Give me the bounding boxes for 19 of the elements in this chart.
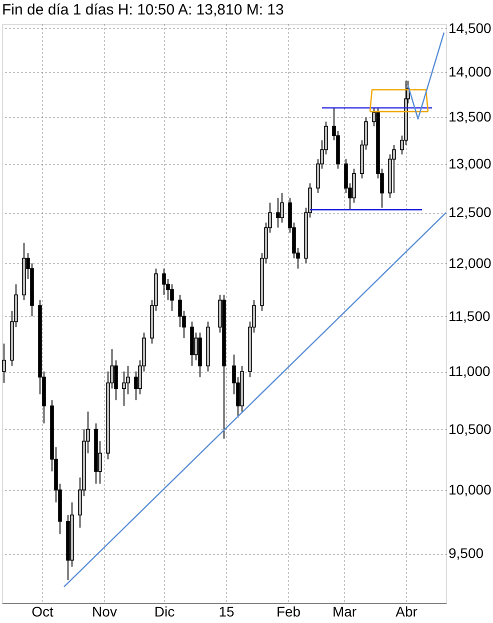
y-tick-label: 11,000 <box>448 363 490 379</box>
y-tick-label: 12,000 <box>448 254 492 271</box>
x-tick-label: Abr <box>396 604 418 620</box>
x-tick-label: Feb <box>276 604 301 620</box>
y-tick-label: 10,500 <box>448 420 492 437</box>
x-tick-label: Nov <box>92 604 117 620</box>
y-tick-label: 14,000 <box>448 63 492 80</box>
y-tick-label: 11,500 <box>448 308 490 324</box>
x-tick-label: Mar <box>332 604 357 620</box>
y-tick-label: 13,500 <box>448 108 492 125</box>
x-tick-label: Dic <box>154 604 175 620</box>
y-tick-label: 9,500 <box>448 545 484 562</box>
y-tick-label: 12,500 <box>448 204 492 220</box>
x-tick-label: Oct <box>32 604 54 620</box>
chart-title: Fin de día 1 días H: 10:50 A: 13,810 M: 13 <box>2 1 284 18</box>
y-tick-label: 13,000 <box>448 155 492 172</box>
y-tick-label: 14,500 <box>448 20 492 36</box>
y-tick-label: 10,000 <box>448 481 492 498</box>
x-tick-label: 15 <box>218 604 234 620</box>
